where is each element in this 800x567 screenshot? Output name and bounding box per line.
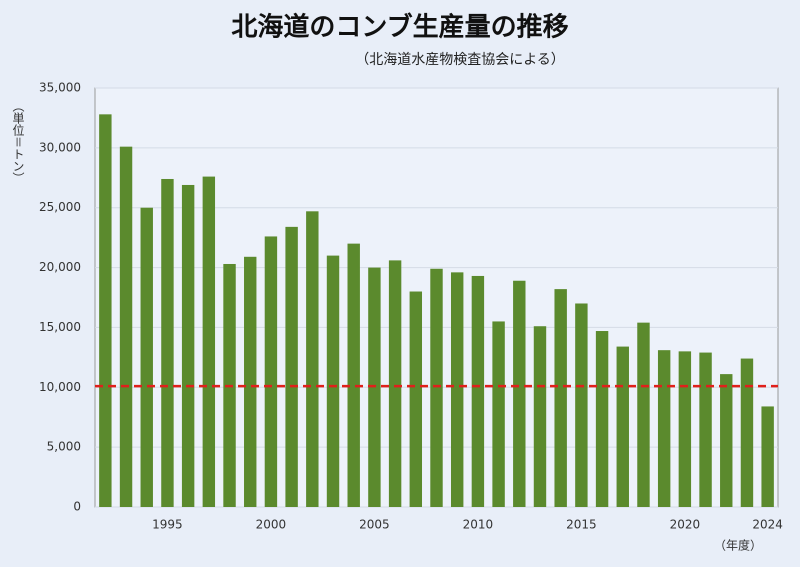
- y-tick-label: 10,000: [39, 380, 81, 394]
- bar: [161, 178, 174, 508]
- x-tick-label: 2000: [256, 518, 287, 532]
- y-tick-label: 30,000: [39, 140, 81, 154]
- bar: [306, 211, 319, 507]
- chart-subtitle: （北海道水産物検査協会による）: [355, 52, 565, 68]
- bar: [595, 331, 609, 507]
- bar: [699, 352, 712, 507]
- bar: [388, 260, 402, 507]
- bar: [99, 114, 112, 507]
- x-tick-label: 2010: [463, 518, 494, 532]
- bar: [533, 326, 547, 507]
- bar: [471, 275, 485, 507]
- y-axis-label: （単位＝トン）: [11, 100, 25, 184]
- x-tick-label: 2020: [670, 518, 701, 532]
- bar: [326, 255, 340, 507]
- y-tick-label: 35,000: [39, 81, 81, 95]
- bar: [140, 207, 153, 507]
- y-tick-label: 20,000: [39, 260, 81, 274]
- bar: [450, 272, 464, 507]
- bar: [285, 226, 298, 507]
- bar: [720, 374, 733, 507]
- bar: [430, 268, 443, 507]
- bar: [637, 322, 650, 507]
- bar: [678, 351, 692, 507]
- y-tick-label: 15,000: [39, 320, 81, 334]
- x-tick-label: 2015: [566, 518, 597, 532]
- x-axis-label: （年度）: [714, 538, 762, 553]
- bar: [181, 184, 195, 507]
- bar: [244, 256, 257, 507]
- bar: [554, 289, 567, 507]
- bar: [761, 406, 774, 507]
- x-tick-label: 1995: [152, 518, 183, 532]
- bar: [657, 350, 671, 507]
- y-tick-label: 25,000: [39, 200, 81, 214]
- bar: [575, 303, 588, 507]
- bar: [202, 176, 216, 508]
- bar: [513, 280, 526, 507]
- bar: [616, 346, 629, 507]
- bar: [264, 236, 278, 507]
- x-tick-label: 2024: [752, 518, 783, 532]
- bar: [740, 358, 754, 507]
- bar: [409, 291, 423, 507]
- x-tick-label: 2005: [359, 518, 390, 532]
- y-tick-label: 0: [73, 500, 81, 514]
- bar: [119, 146, 133, 507]
- y-tick-label: 5,000: [47, 440, 81, 454]
- bar: [347, 243, 360, 507]
- chart-title: 北海道のコンブ生産量の推移: [231, 12, 568, 43]
- bar: [492, 321, 505, 507]
